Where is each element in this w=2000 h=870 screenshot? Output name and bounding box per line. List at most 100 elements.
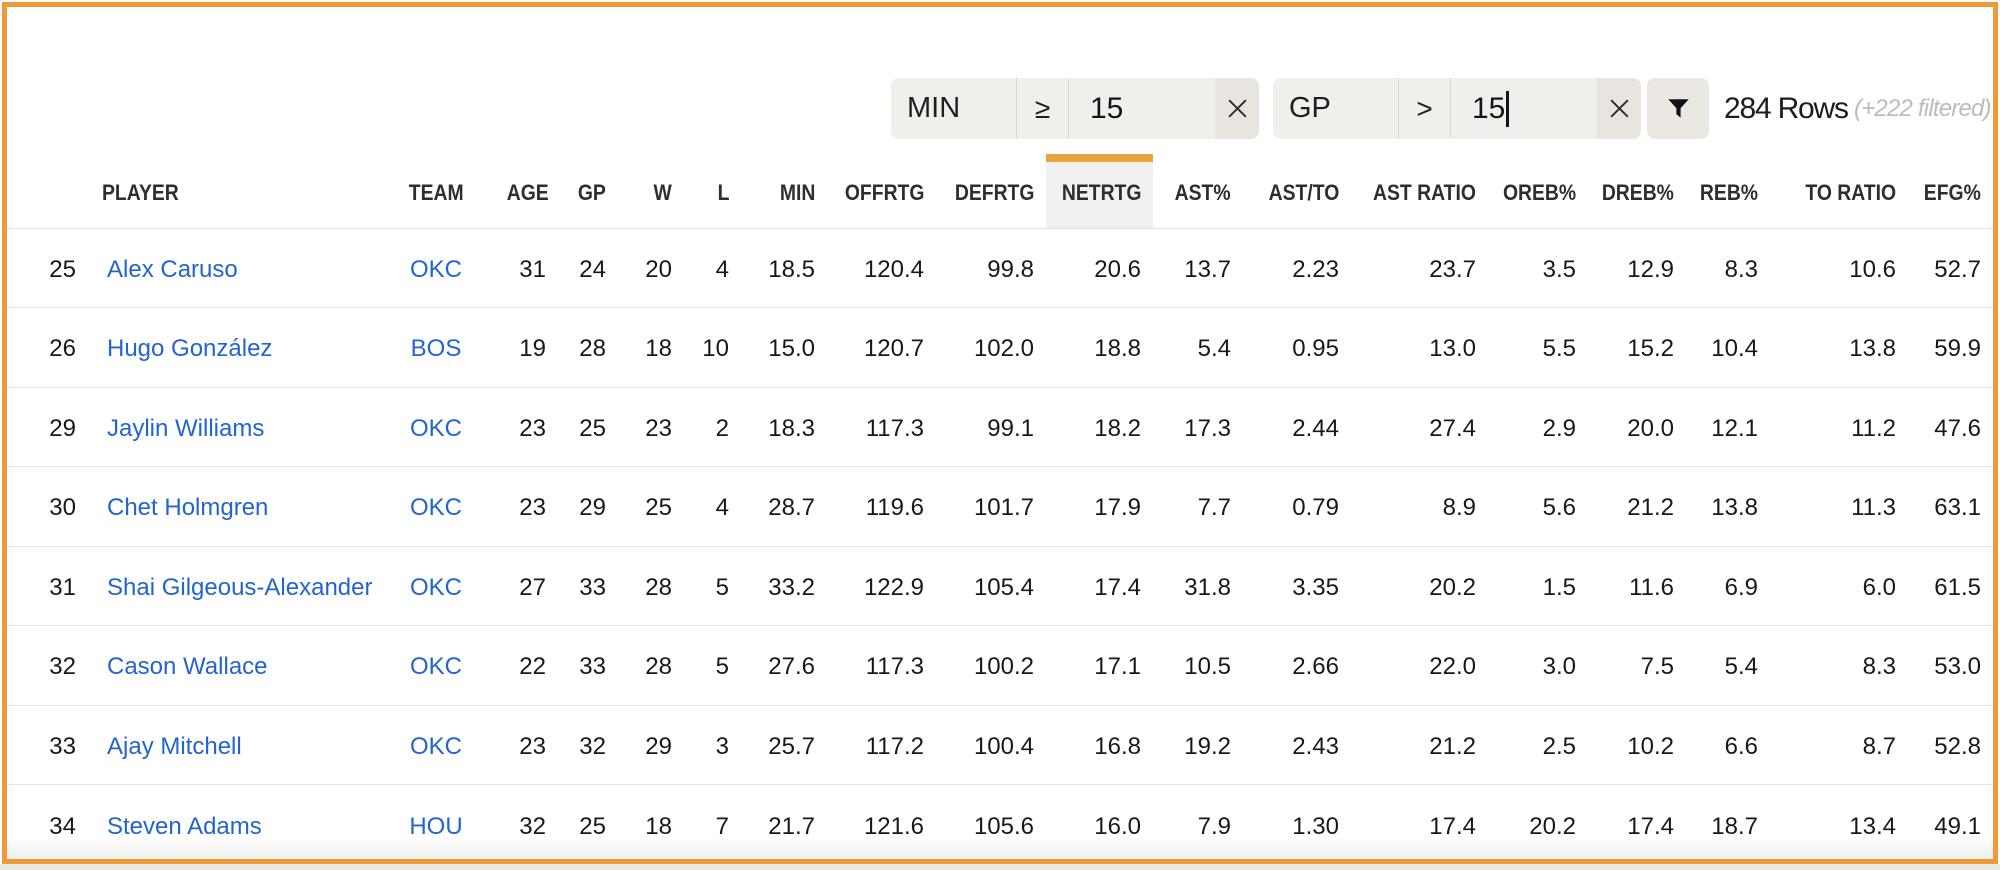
header-age[interactable]: AGE — [501, 7, 558, 229]
table-row: 34 Steven Adams HOU 32 25 18 7 21.7 121.6 105.6 16… — [7, 784, 1993, 859]
header-label: AST RATIO — [1373, 179, 1476, 205]
cell-player: Cason Wallace — [88, 625, 371, 705]
header-label: DEFRTG — [954, 179, 1034, 205]
cell-dreb-pct: 15.2 — [1588, 307, 1686, 387]
cell-reb-pct: 12.1 — [1686, 386, 1770, 467]
rows-count: 284 Rows — [1724, 91, 1849, 125]
header-min[interactable]: MIN — [741, 7, 827, 229]
table-row: 30 Chet Holmgren OKC 23 29 25 4 28.7 119.6 101.7 1… — [7, 466, 1993, 546]
cell-min: 15.0 — [741, 307, 827, 387]
filter-chip-gp: GP > 15 — [1273, 78, 1641, 139]
cell-rank: 29 — [7, 386, 88, 467]
player-link[interactable]: Ajay Mitchell — [107, 732, 242, 760]
table-row: 29 Jaylin Williams OKC 23 25 23 2 18.3 117.3 99.1… — [7, 386, 1993, 467]
cell-ast-pct: 19.2 — [1153, 704, 1243, 785]
cell-player: Alex Caruso — [88, 228, 371, 308]
player-link[interactable]: Chet Holmgren — [107, 494, 269, 522]
cell-gp: 28 — [558, 307, 618, 387]
filter-value-input[interactable]: 15 — [1068, 78, 1215, 139]
team-link[interactable]: HOU — [409, 812, 463, 840]
header-gp[interactable]: GP — [558, 7, 618, 229]
header-player[interactable]: PLAYER — [88, 7, 371, 229]
header-l[interactable]: L — [684, 7, 741, 229]
filter-remove-button[interactable] — [1597, 78, 1641, 139]
cell-ast-pct: 10.5 — [1153, 625, 1243, 705]
cell-oreb-pct: 5.6 — [1488, 466, 1588, 546]
team-link[interactable]: BOS — [410, 335, 462, 363]
cell-w: 29 — [618, 704, 684, 785]
team-link[interactable]: OKC — [409, 414, 462, 442]
filter-operator-select[interactable]: ≥ — [1016, 78, 1068, 139]
cell-gp: 33 — [558, 625, 618, 705]
cell-offrtg: 117.3 — [827, 625, 936, 705]
cell-age: 27 — [501, 545, 558, 626]
table-row: 31 Shai Gilgeous-Alexander OKC 27 33 28 5 33.2 1… — [7, 545, 1993, 626]
cell-reb-pct: 5.4 — [1686, 625, 1770, 705]
cell-age: 32 — [501, 784, 558, 859]
header-label: DREB% — [1601, 179, 1674, 205]
cell-to-ratio: 13.8 — [1770, 307, 1908, 387]
cell-offrtg: 121.6 — [827, 784, 936, 859]
filter-remove-button[interactable] — [1215, 78, 1259, 139]
header-efg-pct[interactable]: EFG% — [1908, 7, 1993, 229]
cell-rank: 30 — [7, 466, 88, 546]
team-link[interactable]: OKC — [409, 732, 462, 760]
filter-value-input[interactable]: 15 — [1450, 78, 1597, 139]
header-label: OFFRTG — [844, 179, 924, 205]
cell-w: 18 — [618, 307, 684, 387]
player-link[interactable]: Jaylin Williams — [107, 414, 265, 442]
team-link[interactable]: OKC — [409, 255, 462, 283]
filter-field-select[interactable]: GP — [1289, 92, 1331, 124]
cell-gp: 32 — [558, 704, 618, 785]
player-link[interactable]: Cason Wallace — [107, 653, 268, 681]
filter-chip-min: MIN ≥ 15 — [891, 78, 1259, 139]
cell-oreb-pct: 3.5 — [1542, 255, 1576, 283]
cell-rank: 34 — [7, 784, 88, 859]
team-link[interactable]: OKC — [409, 653, 462, 681]
team-link[interactable]: OKC — [409, 494, 462, 522]
cell-dreb-pct: 10.2 — [1588, 704, 1686, 785]
table-row: 26 Hugo González BOS 19 28 18 10 15.0 120.7 102.0… — [7, 307, 1993, 387]
player-link[interactable]: Alex Caruso — [107, 255, 238, 283]
cell-gp: 33 — [558, 545, 618, 626]
header-label: AGE — [506, 179, 549, 205]
filter-field-select[interactable]: MIN — [907, 92, 961, 124]
player-link[interactable]: Hugo González — [107, 335, 273, 363]
close-icon — [1228, 99, 1246, 118]
player-link[interactable]: Steven Adams — [107, 812, 262, 840]
cell-min: 25.7 — [741, 704, 827, 785]
cell-efg-pct: 49.1 — [1908, 784, 1993, 859]
cell-gp: 24 — [579, 255, 606, 283]
add-filter-button[interactable] — [1647, 78, 1709, 139]
header-w[interactable]: W — [618, 7, 684, 229]
player-link[interactable]: Shai Gilgeous-Alexander — [107, 573, 373, 601]
cell-to-ratio: 13.4 — [1770, 784, 1908, 859]
cell-team: OKC — [371, 625, 501, 705]
cell-player: Shai Gilgeous-Alexander — [88, 545, 373, 626]
cell-ast-ratio: 13.0 — [1351, 307, 1488, 387]
cell-rank: 25 — [49, 255, 76, 283]
cell-gp: 29 — [558, 466, 618, 546]
cell-netrtg: 20.6 — [1094, 255, 1141, 283]
cell-age: 19 — [501, 307, 558, 387]
cell-defrtg: 99.1 — [936, 386, 1046, 467]
header-to-ratio[interactable]: TO RATIO — [1770, 7, 1908, 229]
cell-reb-pct: 8.3 — [1724, 255, 1758, 283]
cell-rank: 31 — [7, 545, 88, 626]
header-label: REB% — [1699, 179, 1758, 205]
cell-age: 22 — [501, 625, 558, 705]
cell-to-ratio: 8.7 — [1770, 704, 1908, 785]
header-label: GP — [578, 179, 606, 205]
filter-operator-select[interactable]: > — [1398, 78, 1450, 139]
cell-min: 21.7 — [741, 784, 827, 859]
cell-ast-to: 0.95 — [1243, 307, 1351, 387]
cell-player: Ajay Mitchell — [88, 704, 371, 785]
cell-min: 27.6 — [741, 625, 827, 705]
header-team[interactable]: TEAM — [371, 7, 501, 229]
cell-ast-pct: 31.8 — [1153, 545, 1243, 626]
cell-reb-pct: 6.6 — [1686, 704, 1770, 785]
team-link[interactable]: OKC — [409, 573, 462, 601]
cell-min: 33.2 — [741, 545, 827, 626]
cell-ast-ratio: 8.9 — [1351, 466, 1488, 546]
cell-netrtg: 16.0 — [1046, 784, 1153, 859]
